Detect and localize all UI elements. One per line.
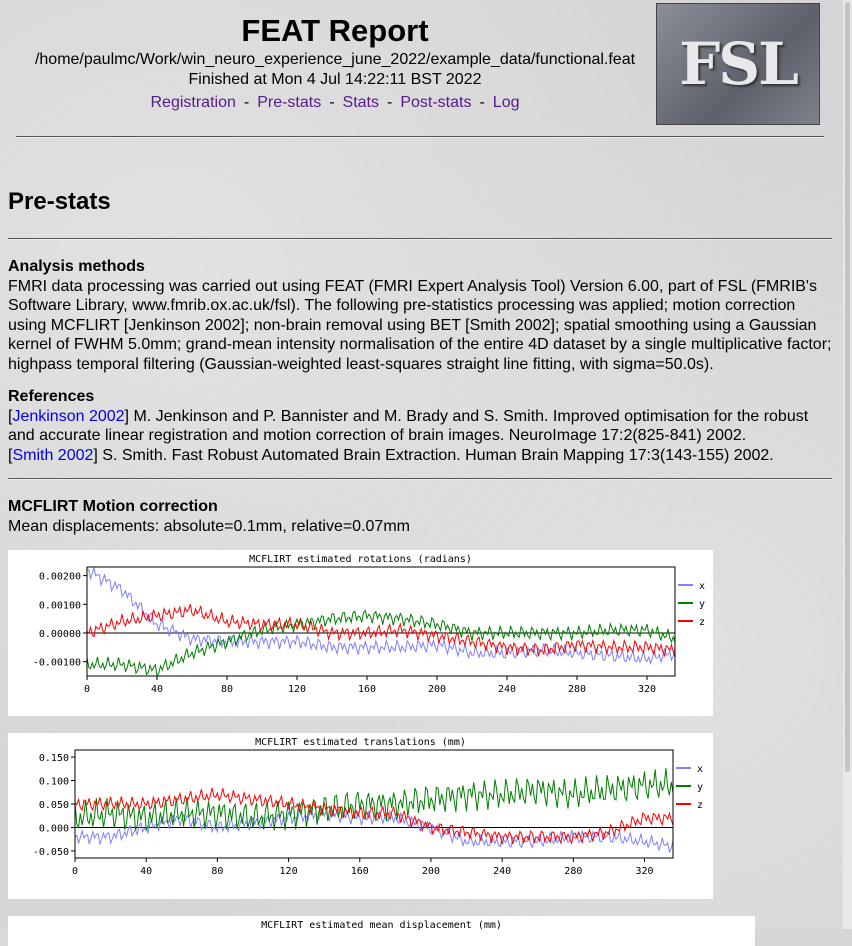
- scrollbar-thumb[interactable]: [845, 2, 850, 772]
- x-tick-label: 200: [422, 866, 440, 877]
- x-tick-label: 40: [140, 866, 152, 877]
- y-tick-label: -0.050: [33, 847, 69, 858]
- series-line-z: [86, 604, 676, 658]
- mean-displacement-summary: Mean displacements: absolute=0.1mm, rela…: [8, 517, 410, 535]
- x-tick-label: 80: [211, 866, 223, 877]
- reference-link-smith[interactable]: Smith 2002: [12, 446, 94, 464]
- fsl-logo[interactable]: FSL: [656, 3, 820, 125]
- y-tick-label: 0.00100: [39, 600, 81, 611]
- legend-label-z: z: [699, 617, 705, 628]
- nav-separator: -: [243, 94, 250, 111]
- y-tick-label: 0.00000: [39, 629, 81, 640]
- nav-link-stats[interactable]: Stats: [342, 94, 379, 111]
- report-header: FEAT Report /home/paulmc/Work/win_neuro_…: [0, 12, 670, 112]
- nav-link-log[interactable]: Log: [492, 94, 520, 111]
- y-tick-label: 0.100: [39, 777, 69, 788]
- legend-label-y: y: [697, 782, 703, 793]
- x-tick-label: 0: [72, 866, 78, 877]
- x-tick-label: 240: [493, 866, 511, 877]
- nav-link-pre-stats[interactable]: Pre-stats: [257, 94, 322, 111]
- y-tick-label: 0.150: [39, 753, 69, 764]
- nav-separator: -: [387, 94, 393, 111]
- section-title: Pre-stats: [8, 188, 111, 215]
- x-tick-label: 280: [564, 866, 582, 877]
- nav-link-post-stats[interactable]: Post-stats: [400, 94, 472, 111]
- report-nav: Registration - Pre-stats - Stats - Post-stats -…: [0, 94, 670, 112]
- references-heading: References: [8, 388, 95, 405]
- x-tick-label: 160: [358, 684, 376, 695]
- section-divider: [8, 238, 832, 240]
- x-tick-label: 280: [568, 684, 586, 695]
- y-tick-label: 0.000: [39, 823, 69, 834]
- x-tick-label: 240: [498, 684, 516, 695]
- mcflirt-heading: MCFLIRT Motion correction: [8, 498, 218, 515]
- x-tick-label: 160: [351, 866, 369, 877]
- chart-title: MCFLIRT estimated translations (mm): [255, 737, 466, 748]
- page-title: FEAT Report: [241, 13, 429, 48]
- reference-text: M. Jenkinson and P. Bannister and M. Bra…: [8, 407, 809, 445]
- rotations-chart: MCFLIRT estimated rotations (radians) x y z…: [8, 550, 713, 716]
- header-divider: [16, 136, 824, 138]
- series-line-y: [86, 609, 676, 677]
- legend-label-x: x: [699, 581, 705, 592]
- reference-text: S. Smith. Fast Robust Automated Brain Ex…: [102, 446, 774, 464]
- series-line-x: [86, 565, 676, 665]
- fsl-logo-text: FSL: [679, 30, 799, 98]
- plot-frame: [86, 566, 676, 677]
- y-tick-label: -0.00100: [33, 658, 81, 669]
- nav-separator: -: [329, 94, 335, 111]
- x-tick-label: 320: [638, 684, 656, 695]
- chart-title: MCFLIRT estimated mean displacement (mm): [261, 920, 502, 931]
- mean-displacement-chart: MCFLIRT estimated mean displacement (mm): [8, 916, 755, 946]
- feat-directory-path: /home/paulmc/Work/win_neuro_experience_j…: [34, 51, 636, 68]
- reference-link-jenkinson[interactable]: Jenkinson 2002: [12, 407, 125, 425]
- y-tick-label: 0.050: [39, 800, 69, 811]
- references: References [Jenkinson 2002] M. Jenkinson…: [8, 388, 809, 464]
- analysis-methods-heading: Analysis methods: [8, 258, 145, 275]
- translations-chart: MCFLIRT estimated translations (mm) x y z 0 4…: [8, 733, 713, 899]
- x-tick-label: 120: [280, 866, 298, 877]
- x-tick-label: 200: [428, 684, 446, 695]
- x-tick-label: 0: [84, 684, 90, 695]
- mcflirt-section: MCFLIRT Motion correction Mean displacem…: [8, 497, 834, 536]
- x-tick-label: 320: [635, 866, 653, 877]
- references-divider: [8, 478, 832, 480]
- legend-label-x: x: [697, 764, 703, 775]
- x-tick-label: 80: [221, 684, 233, 695]
- legend-label-y: y: [699, 599, 705, 610]
- series-line-y: [74, 768, 674, 832]
- y-tick-label: 0.00200: [39, 572, 81, 583]
- nav-link-registration[interactable]: Registration: [150, 94, 236, 111]
- analysis-methods-text: FMRI data processing was carried out usi…: [8, 277, 832, 373]
- finished-timestamp: Finished at Mon 4 Jul 14:22:11 BST 2022: [188, 71, 482, 88]
- x-tick-label: 120: [288, 684, 306, 695]
- series-line-z: [74, 787, 674, 845]
- nav-separator: -: [479, 94, 485, 111]
- chart-title: MCFLIRT estimated rotations (radians): [249, 554, 472, 565]
- legend-label-z: z: [697, 800, 703, 811]
- x-tick-label: 40: [151, 684, 163, 695]
- analysis-methods: Analysis methods FMRI data processing wa…: [8, 257, 834, 374]
